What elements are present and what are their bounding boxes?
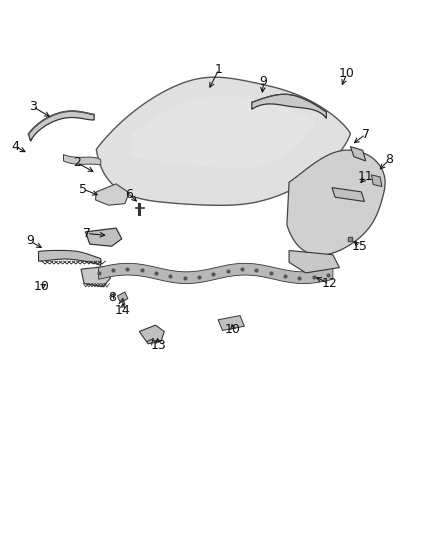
Text: 1: 1 — [215, 63, 223, 76]
Polygon shape — [39, 251, 101, 265]
Polygon shape — [287, 150, 385, 255]
Polygon shape — [28, 111, 94, 141]
Text: 5: 5 — [79, 183, 87, 196]
Text: 2: 2 — [73, 156, 81, 169]
Polygon shape — [64, 155, 101, 165]
Polygon shape — [371, 175, 382, 187]
Polygon shape — [117, 292, 128, 303]
Polygon shape — [350, 147, 366, 161]
Text: 15: 15 — [352, 240, 368, 253]
Text: 6: 6 — [125, 188, 133, 201]
Polygon shape — [139, 325, 164, 344]
Polygon shape — [252, 94, 326, 118]
Polygon shape — [332, 188, 364, 201]
Polygon shape — [95, 184, 129, 205]
Polygon shape — [131, 96, 315, 168]
Text: 9: 9 — [260, 75, 268, 87]
Text: 3: 3 — [29, 100, 37, 113]
Polygon shape — [218, 316, 244, 330]
Text: 12: 12 — [321, 277, 337, 290]
Text: 7: 7 — [83, 227, 91, 240]
Text: 8: 8 — [108, 291, 116, 304]
Text: 13: 13 — [151, 339, 166, 352]
Text: 14: 14 — [115, 304, 131, 317]
Text: 4: 4 — [11, 140, 19, 153]
Polygon shape — [96, 77, 350, 205]
Polygon shape — [85, 228, 122, 246]
Polygon shape — [81, 266, 110, 287]
Text: 7: 7 — [362, 128, 370, 141]
Polygon shape — [289, 251, 339, 273]
Text: 11: 11 — [358, 171, 374, 183]
Polygon shape — [99, 263, 333, 284]
Text: 10: 10 — [34, 280, 49, 293]
Text: 10: 10 — [225, 323, 241, 336]
Text: 9: 9 — [26, 235, 34, 247]
Text: 10: 10 — [339, 67, 355, 80]
Text: 8: 8 — [385, 154, 393, 166]
